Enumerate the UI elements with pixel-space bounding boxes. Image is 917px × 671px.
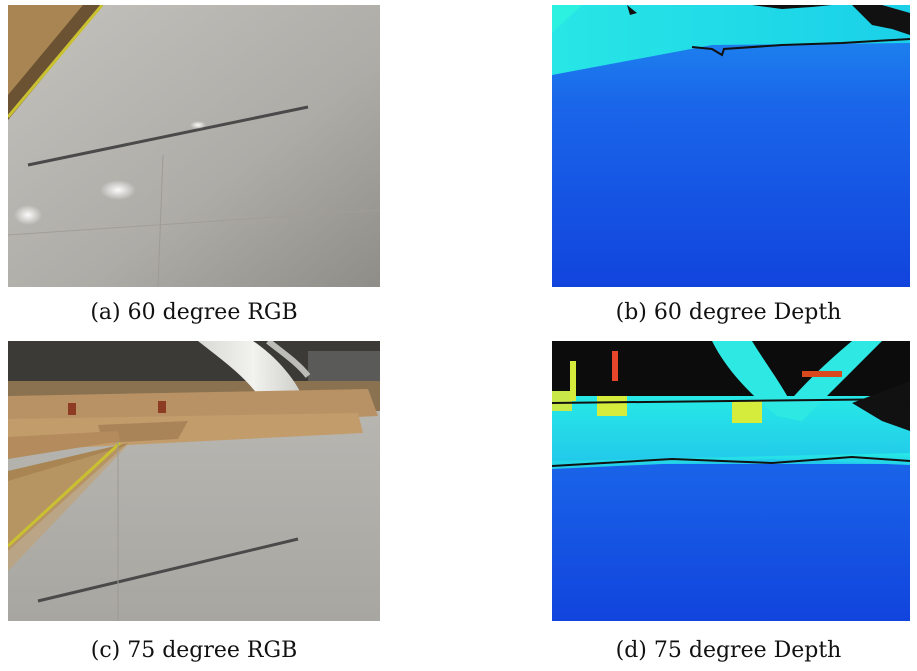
caption-d: (d) 75 degree Depth: [615, 638, 842, 663]
panel-c-75-degree-rgb-image: [8, 341, 380, 621]
panel-d-75-degree-depth-image: [552, 341, 910, 621]
caption-a: (a) 60 degree RGB: [90, 300, 298, 325]
panel-b-60-degree-depth-image: [552, 5, 910, 287]
panel-a-60-degree-rgb-image: [8, 5, 380, 287]
caption-c: (c) 75 degree RGB: [90, 638, 298, 663]
caption-b: (b) 60 degree Depth: [615, 300, 842, 325]
